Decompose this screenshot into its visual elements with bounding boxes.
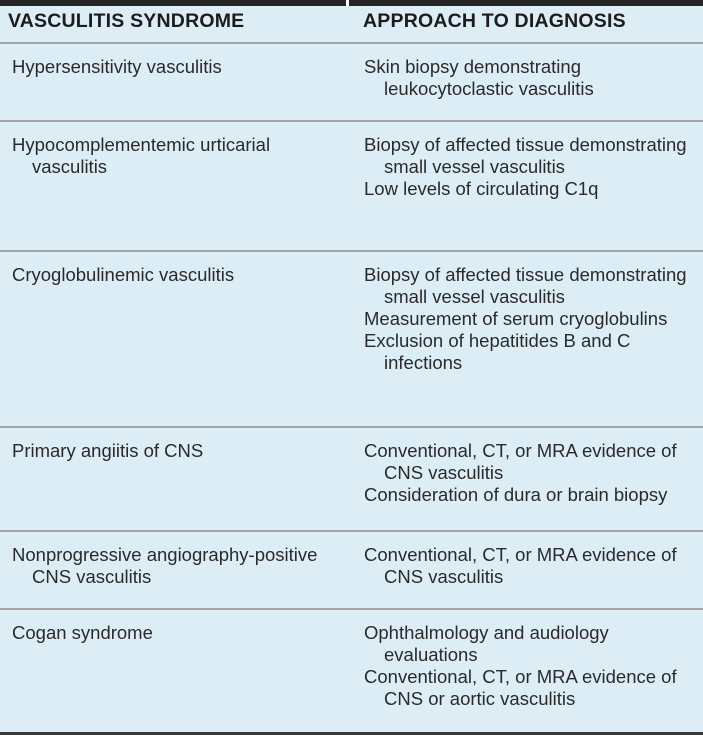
diagnosis-item: Exclusion of hepatitides B and C infecti…: [364, 330, 631, 373]
syndrome-cell: Cryoglobulinemic vasculitis: [12, 264, 235, 285]
syndrome-cell: Cogan syndrome: [12, 622, 153, 643]
diagnosis-item: Skin biopsy demonstrating leukocytoclast…: [364, 56, 594, 99]
diagnosis-cell: Conventional, CT, or MRA evidence of CNS…: [364, 544, 696, 588]
table-row: Cogan syndrome Ophthalmology and audiolo…: [0, 610, 703, 732]
header-vasculitis-syndrome: VASCULITIS SYNDROME: [8, 10, 245, 32]
table-row: Nonprogressive angiography-positive CNS …: [0, 532, 703, 608]
syndrome-cell: Hypersensitivity vasculitis: [12, 56, 222, 77]
syndrome-text: Hypocomplementemic urticarial vasculitis: [12, 134, 271, 177]
header-approach-to-diagnosis: APPROACH TO DIAGNOSIS: [363, 10, 626, 32]
table-row: Cryoglobulinemic vasculitis Biopsy of af…: [0, 252, 703, 426]
syndrome-cell: Nonprogressive angiography-positive CNS …: [12, 544, 342, 588]
diagnosis-item: Conventional, CT, or MRA evidence of CNS…: [364, 666, 677, 709]
bottom-rule: [0, 732, 703, 735]
syndrome-text: Nonprogressive angiography-positive CNS …: [12, 544, 318, 587]
table-row: Hypersensitivity vasculitis Skin biopsy …: [0, 44, 703, 120]
syndrome-cell: Primary angiitis of CNS: [12, 440, 204, 461]
row-divider: [0, 426, 703, 428]
diagnosis-cell: Biopsy of affected tissue demonstrating …: [364, 134, 696, 200]
diagnosis-item: Biopsy of affected tissue demonstrating …: [364, 264, 687, 307]
diagnosis-item: Conventional, CT, or MRA evidence of CNS…: [364, 440, 677, 483]
diagnosis-item: Measurement of serum cryoglobulins: [364, 308, 668, 329]
header-column-divider: [346, 0, 349, 6]
table-row: Hypocomplementemic urticarial vasculitis…: [0, 122, 703, 250]
diagnosis-cell: Biopsy of affected tissue demonstrating …: [364, 264, 696, 374]
row-divider: [0, 530, 703, 532]
row-divider: [0, 250, 703, 252]
diagnosis-item: Low levels of circulating C1q: [364, 178, 599, 199]
diagnosis-item: Conventional, CT, or MRA evidence of CNS…: [364, 544, 677, 587]
diagnosis-cell: Skin biopsy demonstrating leukocytoclast…: [364, 56, 696, 100]
table-header-row: VASCULITIS SYNDROME APPROACH TO DIAGNOSI…: [0, 6, 703, 42]
top-rule: [0, 0, 703, 6]
table-row: Primary angiitis of CNS Conventional, CT…: [0, 428, 703, 530]
diagnosis-cell: Conventional, CT, or MRA evidence of CNS…: [364, 440, 696, 506]
row-divider: [0, 120, 703, 122]
diagnosis-item: Biopsy of affected tissue demonstrating …: [364, 134, 687, 177]
diagnosis-item: Ophthalmology and audiology evaluations: [364, 622, 609, 665]
diagnosis-cell: Ophthalmology and audiology evaluations …: [364, 622, 696, 710]
syndrome-cell: Hypocomplementemic urticarial vasculitis: [12, 134, 342, 178]
row-divider: [0, 608, 703, 610]
diagnosis-item: Consideration of dura or brain biopsy: [364, 484, 668, 505]
vasculitis-table: VASCULITIS SYNDROME APPROACH TO DIAGNOSI…: [0, 6, 703, 732]
row-divider: [0, 42, 703, 44]
